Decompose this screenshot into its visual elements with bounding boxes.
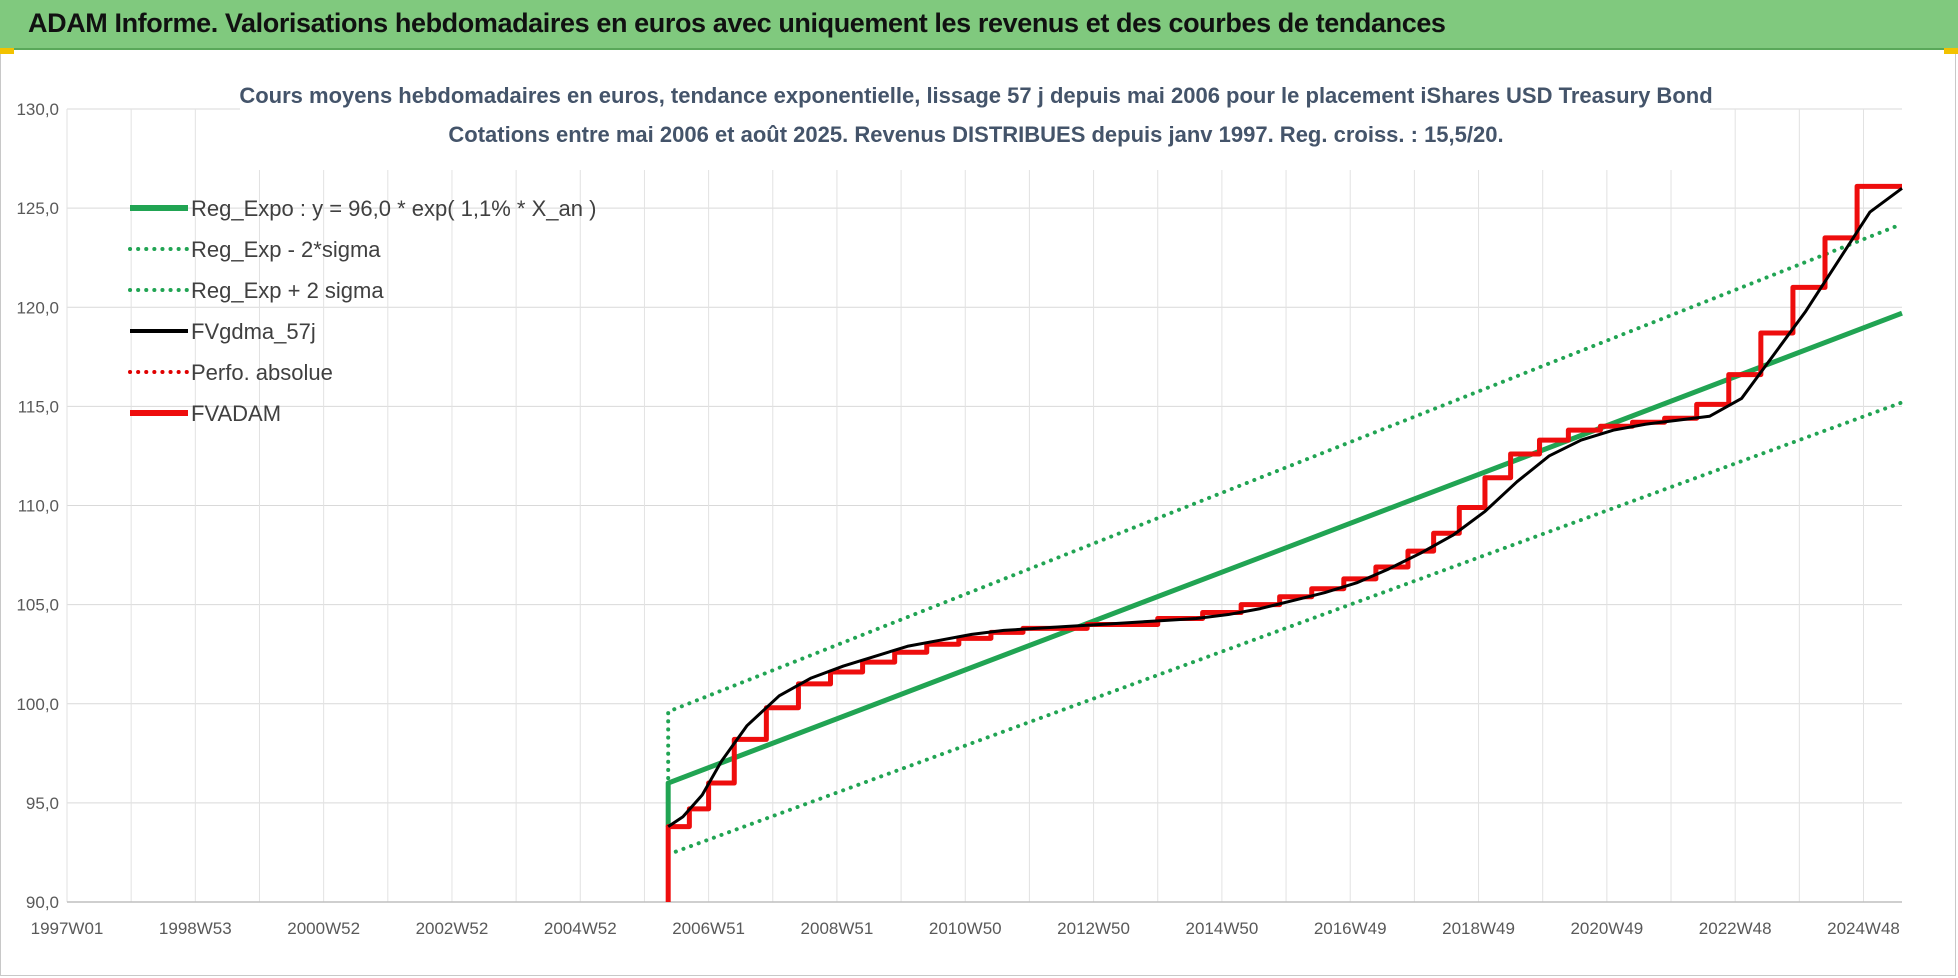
x-tick-label: 1998W53	[159, 919, 232, 938]
report-title: ADAM Informe. Valorisations hebdomadaire…	[28, 8, 1446, 38]
chart-title: Cours moyens hebdomadaires en euros, ten…	[239, 83, 1712, 108]
grid	[66, 108, 1902, 903]
series-line-0	[665, 310, 1903, 827]
x-tick-label: 2010W50	[929, 919, 1002, 938]
series-line-3	[667, 187, 1903, 828]
x-tick-label: 2024W48	[1827, 919, 1900, 938]
corner-marker-right	[1944, 48, 1958, 54]
series-line-2	[666, 221, 1904, 829]
y-tick-label: 90,0	[26, 893, 59, 912]
legend-label-0: Reg_Expo : y = 96,0 * exp( 1,1% * X_an )	[191, 196, 596, 221]
x-tick-label: 2006W51	[672, 919, 745, 938]
axis-ticks: 90,0 95,0 100,0 105,0 110,0 115,0 120,0 125,0 13…	[16, 100, 1899, 938]
legend-label-5: FVADAM	[191, 401, 281, 426]
legend-label-3: FVgdma_57j	[191, 319, 316, 344]
x-tick-label: 2018W49	[1442, 919, 1515, 938]
y-tick-label: 105,0	[16, 596, 59, 615]
x-tick-label: 2008W51	[801, 919, 874, 938]
y-tick-label: 115,0	[18, 397, 59, 416]
legend: Reg_Expo : y = 96,0 * exp( 1,1% * X_an )…	[128, 196, 596, 426]
title-backdrop	[240, 100, 1710, 170]
y-tick-label: 120,0	[16, 298, 59, 317]
x-tick-label: 2002W52	[416, 919, 489, 938]
y-tick-label: 100,0	[16, 695, 59, 714]
y-tick-label: 130,0	[16, 100, 59, 119]
series-line-5	[665, 183, 1902, 902]
series-line-1	[666, 400, 1904, 857]
corner-marker-left	[0, 48, 14, 54]
x-tick-label: 2012W50	[1057, 919, 1130, 938]
legend-label-1: Reg_Exp - 2*sigma	[191, 237, 381, 262]
y-tick-label: 125,0	[16, 199, 59, 218]
legend-label-2: Reg_Exp + 2 sigma	[191, 278, 384, 303]
x-tick-label: 2000W52	[287, 919, 360, 938]
chart-subtitle: Cotations entre mai 2006 et août 2025. R…	[448, 122, 1503, 147]
y-tick-label: 110,0	[18, 497, 59, 516]
x-tick-label: 2020W49	[1570, 919, 1643, 938]
x-tick-label: 2014W50	[1186, 919, 1259, 938]
x-tick-label: 1997W01	[31, 919, 104, 938]
report-banner: ADAM Informe. Valorisations hebdomadaire…	[0, 0, 1958, 50]
x-tick-label: 2004W52	[544, 919, 617, 938]
series-lines	[665, 183, 1904, 902]
legend-label-4: Perfo. absolue	[191, 360, 333, 385]
y-tick-label: 95,0	[26, 794, 59, 813]
x-tick-label: 2016W49	[1314, 919, 1387, 938]
x-tick-label: 2022W48	[1699, 919, 1772, 938]
